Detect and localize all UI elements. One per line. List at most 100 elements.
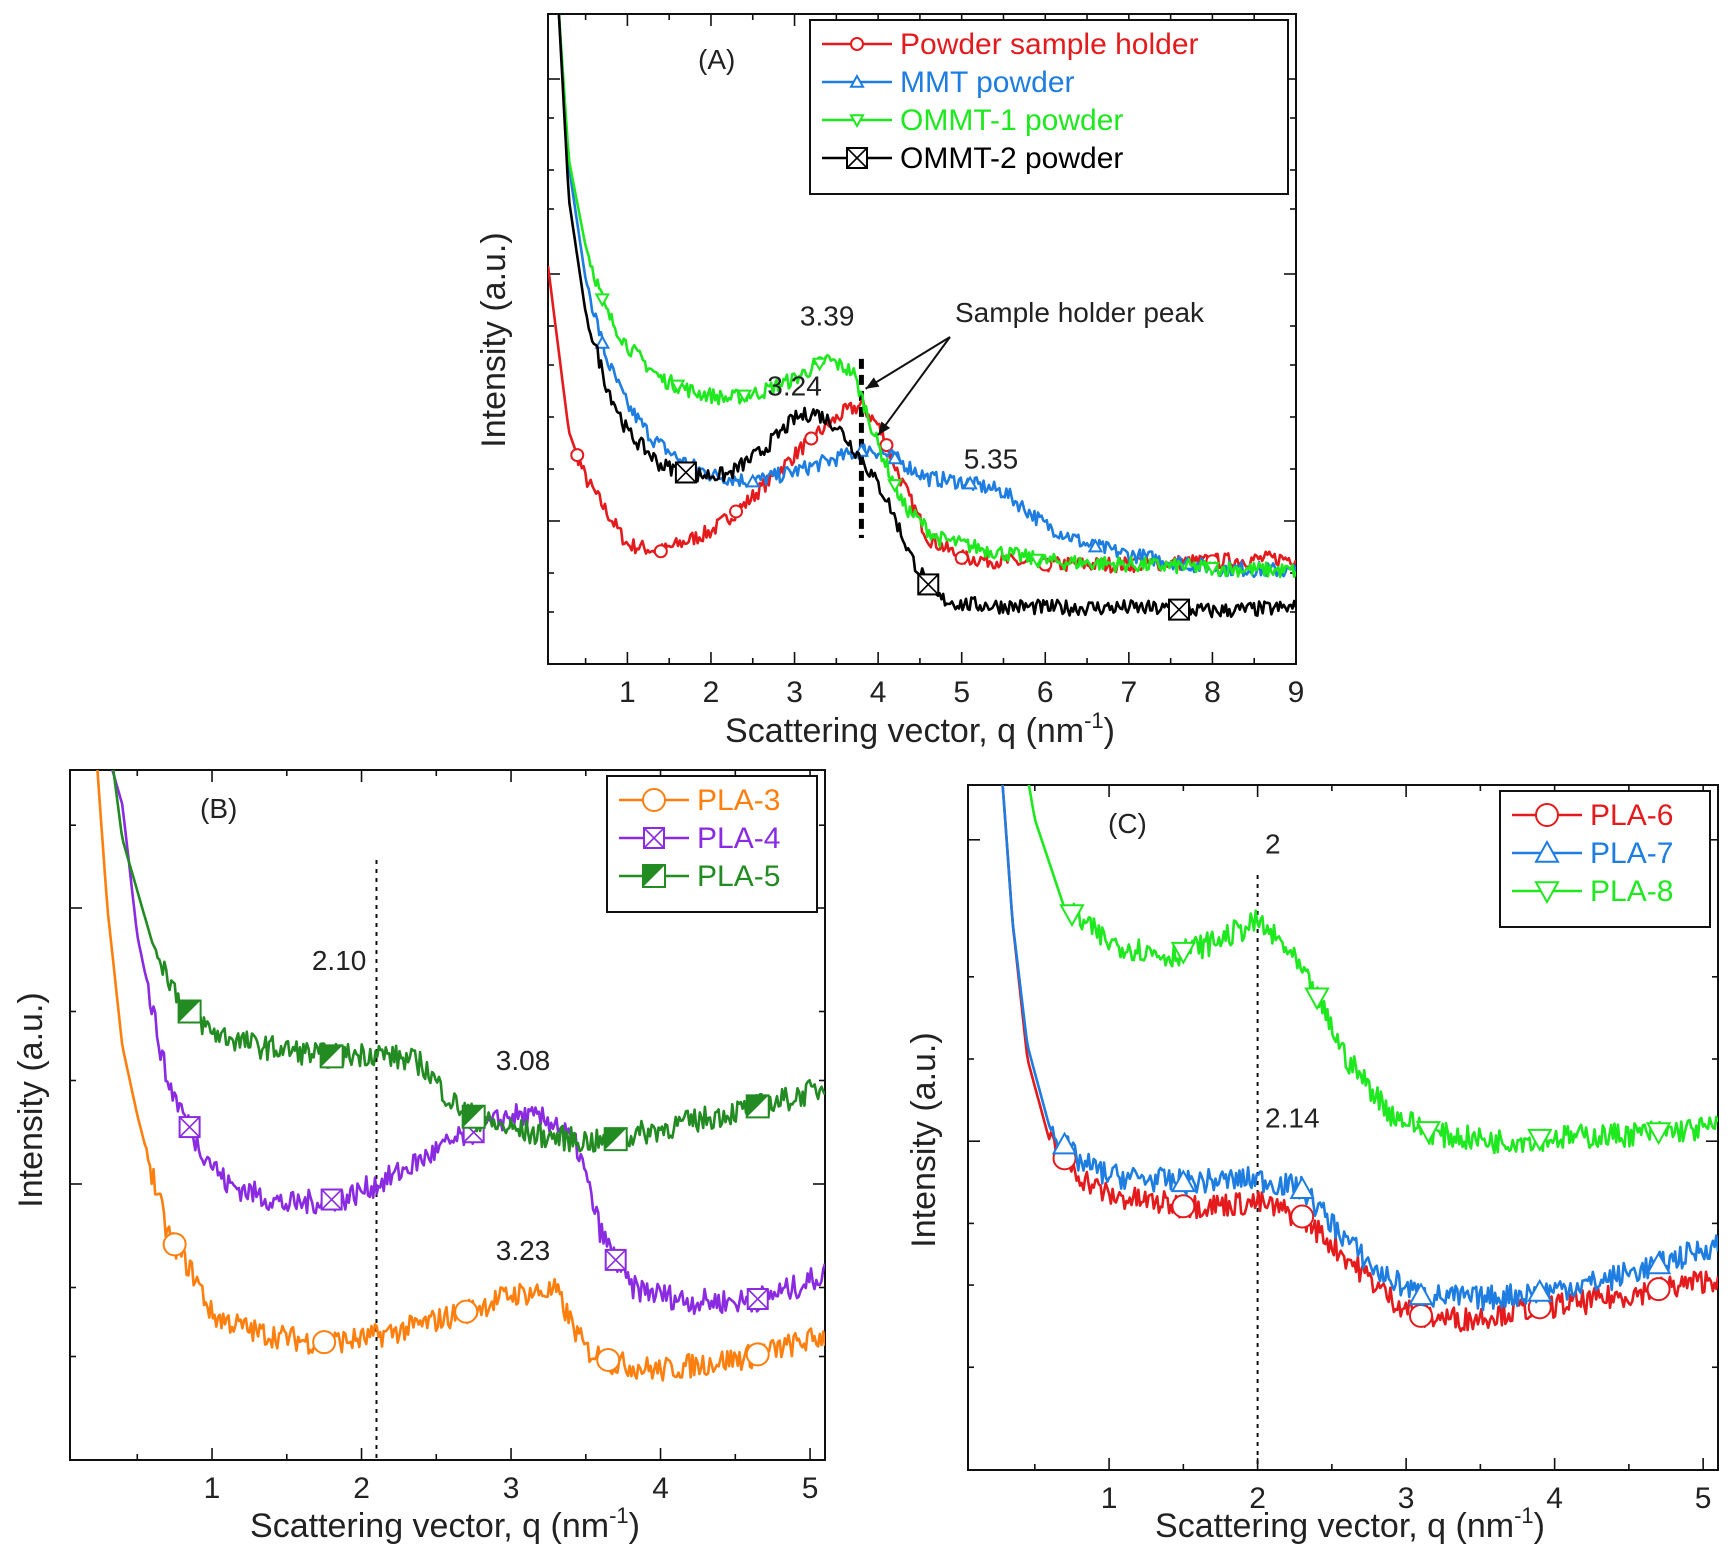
legend-box — [809, 19, 1289, 195]
data-point-marker — [1289, 1176, 1315, 1199]
data-point-marker — [962, 475, 978, 490]
data-point-marker — [745, 1094, 770, 1119]
data-point-marker — [1059, 904, 1085, 928]
x-tick-label: 2 — [353, 1472, 370, 1505]
legend-item: PLA-8 — [1512, 875, 1673, 908]
legend-box — [1499, 790, 1711, 928]
legend-marker — [849, 114, 865, 129]
x-tick-label: 1 — [619, 676, 636, 709]
data-point-marker — [596, 1347, 621, 1372]
legend-label: PLA-4 — [697, 822, 780, 855]
y-axis-label: Intensity (a.u.) — [905, 1032, 943, 1247]
legend-item: Powder sample holder — [822, 28, 1199, 61]
data-point-marker — [669, 379, 686, 394]
legend-marker — [1535, 803, 1559, 827]
data-point-marker — [745, 1342, 770, 1367]
data-point-marker — [1170, 941, 1197, 965]
panel-label: (C) — [1108, 808, 1147, 839]
data-point-marker — [1204, 562, 1221, 576]
data-point-marker — [319, 1044, 344, 1069]
x-axis-label: Scattering vector, q (nm-1) — [725, 708, 1115, 750]
x-tick-label: 8 — [1204, 676, 1221, 709]
data-point-marker — [1645, 1251, 1672, 1275]
peak-label: 3.08 — [496, 1045, 551, 1076]
legend-marker — [849, 73, 865, 88]
peak-label: 2.14 — [1265, 1103, 1320, 1134]
legend-label: MMT powder — [900, 66, 1075, 99]
peak-label: 3.24 — [767, 370, 822, 401]
data-point-marker — [312, 1330, 337, 1355]
series-line — [1001, 785, 1718, 1312]
series-pla-5 — [112, 770, 825, 1153]
legend: Powder sample holder MMT powder OMMT-1 pow… — [809, 19, 1289, 195]
legend-marker — [643, 827, 665, 849]
data-point-marker — [594, 334, 611, 349]
data-point-marker — [461, 1104, 486, 1129]
legend-marker — [642, 864, 666, 888]
x-axis-label: Scattering vector, q (nm-1) — [250, 1503, 640, 1544]
x-tick-label: 3 — [503, 1472, 520, 1505]
x-tick-label: 4 — [870, 676, 887, 709]
x-tick-label: 5 — [1695, 1482, 1712, 1515]
legend-label: PLA-3 — [697, 784, 780, 817]
data-point-marker — [1167, 598, 1190, 621]
data-point-marker — [1527, 1128, 1553, 1152]
legend-label: Powder sample holder — [900, 28, 1199, 61]
x-tick-label: 2 — [703, 676, 720, 709]
data-point-marker — [1171, 1194, 1196, 1219]
x-axis-label: Scattering vector, q (nm-1) — [1155, 1503, 1545, 1544]
series-line — [112, 770, 825, 1153]
panel-label: (A) — [698, 44, 735, 75]
chart-panel-b: 1 2 3 4 5 Scattering vector, q (nm-1) Intensit… — [12, 769, 826, 1544]
x-tick-label: 5 — [953, 676, 970, 709]
data-point-marker — [570, 448, 585, 463]
y-axis-label: Intensity (a.u.) — [475, 232, 513, 447]
legend: PLA-3 PLA-4 PLA-5 — [606, 775, 818, 913]
x-tick-label: 5 — [802, 1472, 819, 1505]
chart-panel-c: 1 2 3 4 5 Scattering vector, q (nm-1) Intensit… — [905, 784, 1719, 1544]
data-point-marker — [1304, 987, 1330, 1011]
data-point-marker — [162, 1232, 187, 1257]
data-point-marker — [917, 573, 940, 596]
plot-frame — [967, 784, 1719, 1471]
series-pla-4 — [111, 770, 825, 1315]
series-line — [111, 770, 825, 1315]
x-tick-label: 1 — [1101, 1482, 1118, 1515]
x-tick-label: 4 — [652, 1472, 669, 1505]
x-tick-label: 1 — [204, 1472, 221, 1505]
data-point-marker — [1408, 1282, 1434, 1306]
series-pla-8 — [1027, 785, 1718, 1155]
data-point-marker — [177, 999, 202, 1024]
plot-frame — [69, 769, 826, 1461]
peak-label: 5.35 — [964, 443, 1019, 474]
data-point-marker — [1527, 1278, 1553, 1302]
legend-label: OMMT-2 powder — [900, 142, 1123, 175]
plot-frame — [547, 13, 1297, 665]
legend-label: PLA-8 — [1590, 875, 1673, 908]
y-axis-label: Intensity (a.u.) — [12, 992, 50, 1207]
x-tick-label: 2 — [1249, 1482, 1266, 1515]
series-line — [1027, 785, 1718, 1155]
legend-item: PLA-6 — [1512, 799, 1673, 832]
legend-label: OMMT-1 powder — [900, 104, 1123, 137]
data-point-marker — [745, 473, 761, 488]
data-point-marker — [604, 1248, 627, 1271]
data-point-marker — [1646, 1277, 1671, 1302]
data-point-marker — [729, 504, 744, 519]
x-tick-label: 7 — [1121, 676, 1138, 709]
data-point-marker — [178, 1116, 201, 1139]
legend-marker — [642, 788, 666, 812]
data-point-marker — [1290, 1204, 1315, 1229]
data-point-marker — [454, 1299, 479, 1324]
data-point-marker — [1029, 553, 1045, 568]
legend-item: OMMT-1 powder — [822, 104, 1123, 137]
sample-holder-peak-label: Sample holder peak — [955, 297, 1205, 328]
data-point-marker — [1087, 538, 1104, 553]
legend-item: PLA-5 — [619, 860, 780, 893]
x-tick-label: 9 — [1288, 676, 1305, 709]
legend: PLA-6 PLA-7 PLA-8 — [1499, 790, 1711, 928]
arrow-head — [878, 421, 891, 436]
legend-item: PLA-7 — [1512, 837, 1673, 870]
series-ommt-1-powder — [557, 14, 1296, 579]
